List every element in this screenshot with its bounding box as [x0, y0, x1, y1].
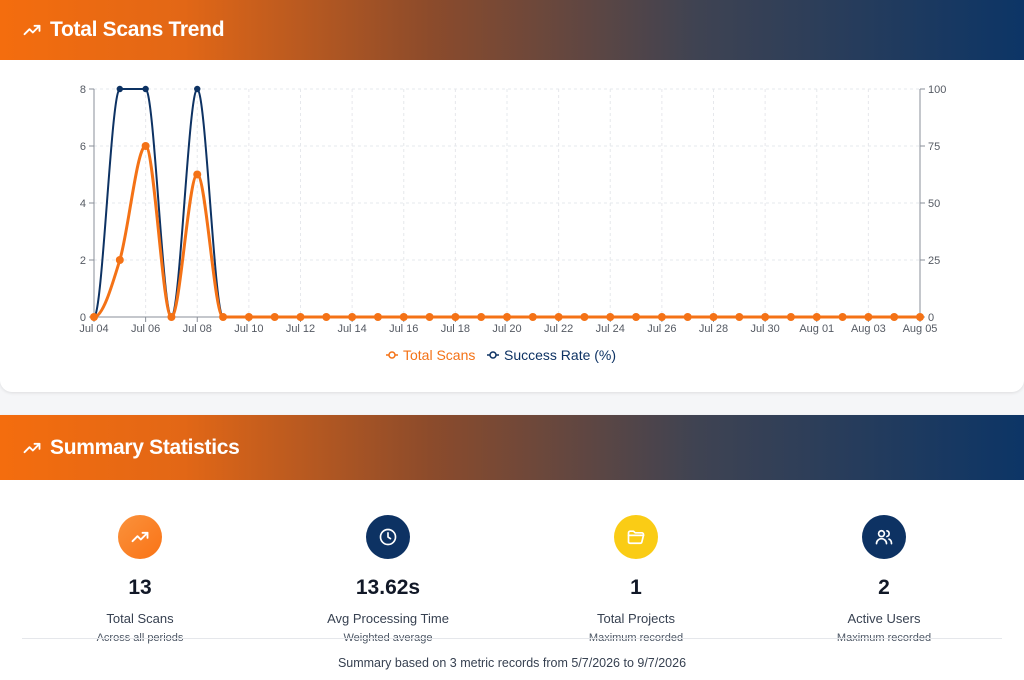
stat-avg-processing-time: 13.62s Avg Processing Time Weighted aver…: [268, 515, 508, 644]
data-point-total-scans: [864, 313, 873, 321]
summary-divider: [22, 638, 1002, 639]
x-tick-label: Jul 18: [441, 323, 470, 335]
y-left-tick-label: 6: [80, 141, 86, 153]
stat-label: Active Users: [847, 611, 921, 626]
data-point-total-scans: [193, 170, 202, 179]
legend-swatch-marker: [489, 351, 497, 359]
legend-label: Success Rate (%): [504, 347, 616, 363]
data-point-total-scans: [141, 142, 150, 150]
x-tick-label: Jul 30: [750, 323, 779, 335]
data-point-total-scans: [554, 313, 563, 321]
trend-card: Total Scans Trend 0 2 4 6 8 0 25 50 75 100 Jul 04 J…: [0, 0, 1024, 363]
data-point-total-scans: [528, 313, 537, 321]
data-point-total-scans: [606, 313, 615, 321]
data-point-total-scans: [786, 313, 795, 321]
trending-up-icon: [22, 438, 42, 458]
x-tick-label: Aug 01: [799, 323, 834, 335]
x-tick-label: Jul 04: [79, 323, 108, 335]
summary-stats: 13 Total Scans Across all periods 13.62s…: [20, 495, 1004, 645]
trending-up-icon: [118, 515, 162, 559]
data-point-success-rate: [194, 85, 201, 93]
data-point-total-scans: [657, 313, 666, 321]
y-right-tick-label: 50: [928, 198, 940, 210]
data-point-success-rate: [116, 85, 124, 93]
data-point-total-scans: [167, 313, 176, 321]
y-right-tick-label: 100: [928, 84, 946, 96]
data-point-total-scans: [399, 313, 408, 321]
x-tick-label: Jul 14: [337, 323, 366, 335]
users-icon: [862, 515, 906, 559]
stat-value: 13: [128, 576, 152, 599]
y-right-tick-label: 75: [928, 141, 940, 153]
data-point-total-scans: [451, 313, 460, 321]
folder-icon: [614, 515, 658, 559]
data-point-total-scans: [373, 313, 382, 321]
data-point-total-scans: [812, 313, 821, 321]
data-point-total-scans: [890, 313, 899, 321]
stat-total-scans: 13 Total Scans Across all periods: [20, 515, 260, 644]
data-point-total-scans: [115, 256, 124, 264]
summary-footer: Summary based on 3 metric records from 5…: [337, 656, 687, 670]
x-tick-label: Aug 03: [851, 323, 886, 335]
data-point-total-scans: [503, 313, 511, 321]
trending-up-icon: [22, 20, 42, 40]
trend-chart: 0 2 4 6 8 0 25 50 75 100 Jul 04 Jul 06 Jul 08 Jul 10 J…: [79, 84, 946, 363]
stat-value: 13.62s: [355, 576, 421, 599]
summary-card: Summary Statistics: [0, 415, 1024, 680]
data-point-total-scans: [219, 313, 228, 321]
stat-label: Total Scans: [106, 611, 174, 626]
x-tick-label: Aug 05: [903, 323, 938, 335]
legend-label: Total Scans: [403, 347, 475, 363]
data-point-total-scans: [580, 313, 589, 321]
x-tick-label: Jul 20: [492, 323, 521, 335]
y-right-tick-label: 0: [928, 312, 934, 324]
x-tick-label: Jul 22: [544, 323, 573, 335]
data-point-total-scans: [838, 313, 847, 321]
y-left-tick-label: 0: [80, 312, 86, 324]
y-right-tick-label: 25: [928, 255, 940, 267]
data-point-success-rate: [142, 85, 149, 93]
summary-title: Summary Statistics: [50, 435, 240, 459]
data-point-total-scans: [735, 313, 744, 321]
data-point-total-scans: [90, 313, 98, 321]
stat-label: Total Projects: [596, 611, 676, 626]
legend-swatch-marker: [388, 351, 396, 359]
summary-header: Summary Statistics: [0, 415, 1024, 480]
stat-label: Avg Processing Time: [327, 611, 449, 626]
x-tick-label: Jul 10: [234, 323, 263, 335]
stat-active-users: 2 Active Users Maximum recorded: [764, 515, 1004, 644]
data-point-total-scans: [683, 313, 692, 321]
x-tick-label: Jul 12: [286, 323, 315, 335]
data-point-total-scans: [709, 313, 718, 321]
y-left-tick-label: 4: [80, 198, 86, 210]
x-tick-label: Jul 24: [596, 323, 625, 335]
y-left-tick-label: 2: [80, 255, 86, 267]
data-point-total-scans: [348, 313, 357, 321]
data-point-total-scans: [322, 313, 331, 321]
trend-header: Total Scans Trend: [0, 0, 1024, 60]
x-tick-label: Jul 06: [131, 323, 160, 335]
y-left-tick-label: 8: [80, 84, 86, 96]
stat-total-projects: 1 Total Projects Maximum recorded: [516, 515, 756, 644]
trend-title: Total Scans Trend: [50, 18, 225, 41]
stat-value: 2: [878, 576, 890, 599]
stat-value: 1: [630, 576, 642, 599]
data-point-total-scans: [425, 313, 434, 321]
data-point-total-scans: [632, 313, 641, 321]
data-point-total-scans: [761, 313, 770, 321]
data-point-total-scans: [244, 313, 253, 321]
x-tick-label: Jul 08: [183, 323, 212, 335]
data-point-total-scans: [270, 313, 279, 321]
data-point-total-scans: [296, 313, 305, 321]
data-point-total-scans: [477, 313, 486, 321]
data-point-total-scans: [916, 313, 924, 321]
x-tick-label: Jul 28: [699, 323, 728, 335]
clock-icon: [366, 515, 410, 559]
x-tick-label: Jul 16: [389, 323, 418, 335]
x-tick-label: Jul 26: [647, 323, 676, 335]
